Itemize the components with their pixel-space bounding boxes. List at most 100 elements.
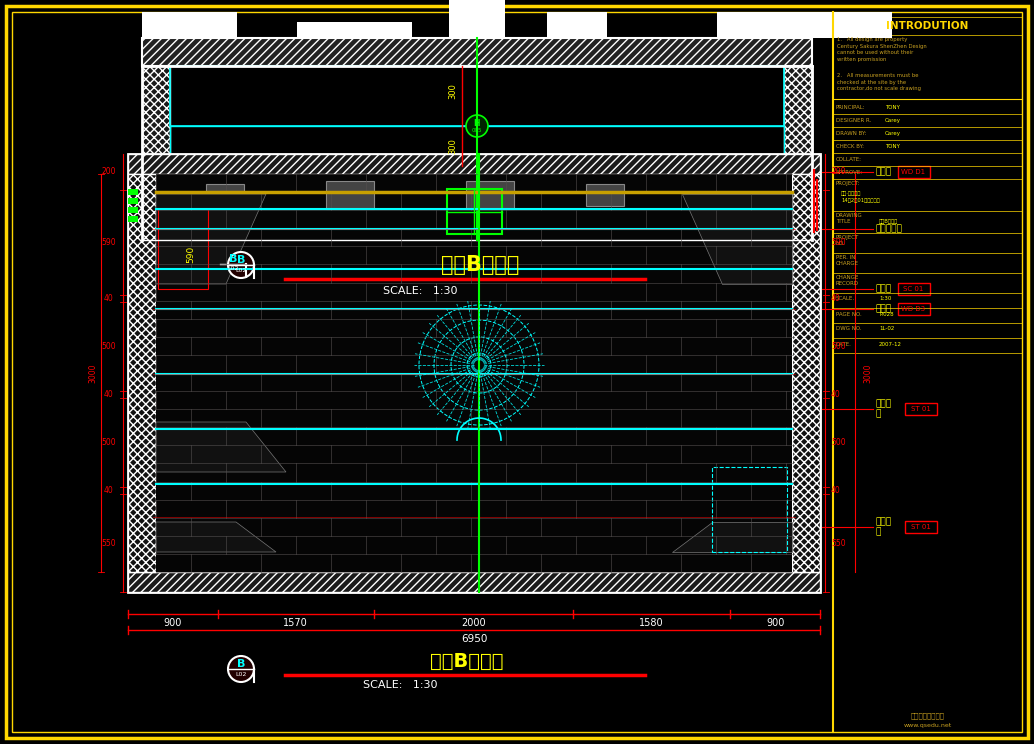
Text: B: B [237, 255, 245, 265]
Bar [170, 126, 784, 235]
Circle shape [229, 252, 254, 278]
Text: 550: 550 [101, 539, 116, 548]
Bar [466, 181, 514, 209]
Text: CHECK BY:: CHECK BY: [837, 144, 864, 149]
Bar [898, 303, 930, 315]
Text: 40: 40 [104, 294, 114, 303]
Text: PROJECT:: PROJECT: [837, 181, 860, 186]
Text: 仿古砖: 仿古砖 [875, 284, 891, 293]
Text: DWG NO.: DWG NO. [837, 327, 861, 332]
Text: TONY: TONY [885, 105, 900, 110]
Polygon shape [682, 194, 792, 284]
Bar [905, 521, 937, 533]
Text: 木饰面: 木饰面 [875, 304, 891, 313]
Text: 590: 590 [186, 246, 195, 263]
Bar [128, 216, 138, 222]
Text: 1580: 1580 [639, 618, 664, 628]
Text: PRINCIPAL:: PRINCIPAL: [837, 105, 865, 110]
Text: 550: 550 [831, 539, 846, 548]
Text: L02: L02 [236, 268, 247, 272]
Text: H: H [474, 118, 480, 127]
Text: 590: 590 [831, 237, 846, 246]
Text: Carey: Carey [885, 118, 901, 123]
Bar [130, 215, 138, 220]
Text: 2007-12: 2007-12 [879, 341, 902, 347]
Text: 金众·葛兰溪谷
14栋2层01户型样板房: 金众·葛兰溪谷 14栋2层01户型样板房 [841, 191, 880, 203]
Bar [898, 166, 930, 178]
Bar [905, 403, 937, 415]
Text: SCALE.: SCALE. [837, 297, 855, 301]
Bar [128, 174, 156, 572]
Text: 200: 200 [831, 167, 846, 176]
Circle shape [466, 115, 488, 137]
Text: 1L-02: 1L-02 [879, 327, 894, 332]
Text: P.028: P.028 [879, 312, 893, 316]
Bar [130, 191, 138, 196]
Bar [297, 22, 412, 38]
Bar [128, 189, 138, 195]
Text: 2.   All measurements must be
checked at the site by the
contractor,do not scale: 2. All measurements must be checked at t… [837, 73, 921, 92]
Bar [128, 154, 820, 592]
Bar [142, 66, 170, 196]
Bar [784, 66, 812, 196]
Text: SCALE:   1:30: SCALE: 1:30 [363, 680, 437, 690]
Text: DRAWING
TITLE: DRAWING TITLE [837, 213, 862, 224]
Text: 空调出风位: 空调出风位 [875, 225, 902, 234]
Text: 齐生设计职业学校: 齐生设计职业学校 [911, 713, 944, 719]
Text: 40: 40 [831, 390, 841, 399]
Text: COLLATE:: COLLATE: [837, 157, 862, 162]
Text: www.qsedu.net: www.qsedu.net [904, 723, 951, 728]
Text: 200: 200 [101, 167, 116, 176]
Text: B: B [237, 659, 245, 669]
Bar [128, 154, 820, 174]
Text: 6950: 6950 [461, 634, 487, 644]
Text: PER. IN
CHARGE: PER. IN CHARGE [837, 255, 859, 266]
Text: 300: 300 [448, 138, 457, 154]
Text: DATE.: DATE. [837, 341, 852, 347]
Bar [712, 467, 787, 552]
Text: 40: 40 [104, 486, 114, 495]
Text: 客厅B平面图: 客厅B平面图 [440, 255, 519, 275]
Text: DESIGNER R.: DESIGNER R. [837, 118, 872, 123]
Text: 客厅B立面图: 客厅B立面图 [879, 219, 899, 223]
Text: Carey: Carey [885, 131, 901, 136]
Bar [547, 12, 607, 38]
Polygon shape [156, 522, 276, 552]
Polygon shape [156, 194, 266, 284]
Text: 风化砂
岩: 风化砂 岩 [875, 517, 891, 536]
Text: PAGE NO.: PAGE NO. [837, 312, 861, 316]
Bar [898, 283, 930, 295]
Text: 3000: 3000 [89, 363, 97, 382]
Circle shape [229, 656, 254, 682]
Text: 客厅B立面图: 客厅B立面图 [430, 652, 504, 670]
Bar [128, 207, 138, 213]
Bar [449, 0, 505, 38]
Bar [833, 17, 1022, 35]
Bar [128, 198, 138, 204]
Text: L02: L02 [227, 266, 239, 272]
Bar [792, 174, 820, 572]
Bar [130, 207, 138, 212]
Bar [142, 12, 237, 38]
Text: 590: 590 [101, 237, 116, 246]
Text: 40: 40 [104, 390, 114, 399]
Text: 005: 005 [472, 127, 482, 132]
Text: WD D1: WD D1 [902, 169, 925, 175]
Bar [130, 199, 138, 204]
Text: 900: 900 [163, 618, 182, 628]
Text: 2000: 2000 [461, 618, 486, 628]
Text: WD D3: WD D3 [902, 306, 925, 312]
Text: 300: 300 [448, 83, 457, 99]
Text: INTRODUTION: INTRODUTION [886, 21, 969, 31]
Text: ST 01: ST 01 [911, 524, 931, 530]
Circle shape [220, 251, 246, 277]
Bar [128, 572, 820, 592]
Text: 40: 40 [831, 294, 841, 303]
Text: 500: 500 [101, 341, 116, 350]
Text: 40: 40 [831, 486, 841, 495]
Text: PROJECT
NO.: PROJECT NO. [837, 235, 859, 246]
Text: 500: 500 [101, 438, 116, 447]
Bar [170, 205, 200, 235]
Bar [158, 209, 208, 289]
Bar [717, 12, 892, 38]
